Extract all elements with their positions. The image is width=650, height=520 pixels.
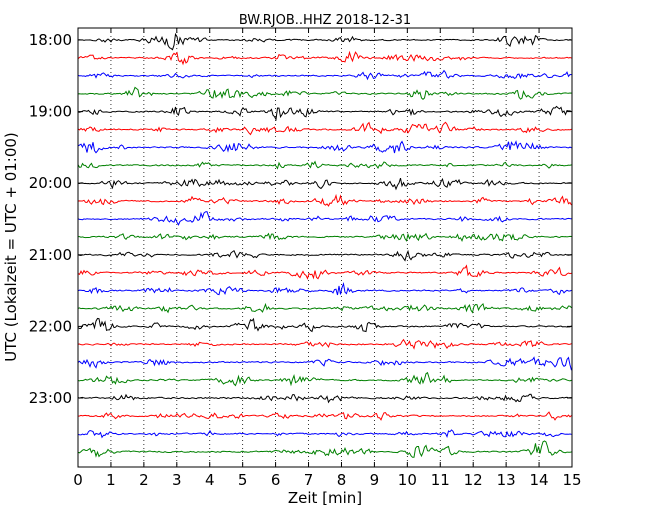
- seismogram-trace-1800: [77, 32, 572, 51]
- seismogram-trace-2015: [77, 193, 572, 207]
- x-tick-label: 8: [337, 471, 347, 489]
- x-tick-label: 5: [238, 471, 248, 489]
- x-tick-label: 4: [205, 471, 215, 489]
- seismogram-trace-2200: [77, 317, 572, 333]
- chart-title: BW.RJOB..HHZ 2018-12-31: [239, 13, 411, 28]
- seismogram-trace-1830: [77, 69, 572, 81]
- seismogram-trace-1915: [77, 121, 572, 136]
- y-ticks: 18:00 19:00 20:00 21:00 22:00 23:00: [29, 31, 572, 407]
- seismogram-trace-1900: [77, 105, 572, 122]
- seismogram-trace-2115: [77, 264, 572, 280]
- x-tick-label: 2: [139, 471, 149, 489]
- seismogram-trace-1815: [77, 50, 572, 66]
- seismogram-trace-2130: [77, 281, 572, 296]
- seismogram-trace-2245: [77, 371, 572, 387]
- traces: [77, 32, 572, 458]
- seismogram-trace-2000: [77, 177, 572, 191]
- x-tick-label: 6: [271, 471, 281, 489]
- x-tick-label: 12: [464, 471, 483, 489]
- x-tick-label: 14: [530, 471, 549, 489]
- x-tick-label: 15: [562, 471, 581, 489]
- x-tick-label: 7: [304, 471, 314, 489]
- y-tick-label: 18:00: [29, 31, 72, 49]
- x-tick-label: 11: [431, 471, 450, 489]
- seismogram-trace-2030: [77, 211, 572, 226]
- y-tick-label: 22:00: [29, 317, 72, 335]
- seismogram-trace-2315: [77, 411, 572, 421]
- y-tick-label: 19:00: [29, 103, 72, 121]
- seismogram-trace-2215: [77, 338, 572, 350]
- x-tick-label: 10: [398, 471, 417, 489]
- seismogram-trace-1945: [77, 160, 572, 170]
- seismogram-trace-2330: [77, 429, 572, 439]
- seismogram-trace-2145: [77, 302, 572, 314]
- seismogram-trace-2045: [77, 232, 572, 243]
- seismogram-trace-2300: [77, 393, 572, 404]
- y-tick-label: 20:00: [29, 174, 72, 192]
- seismogram-trace-1930: [77, 140, 572, 154]
- y-axis-label: UTC (Lokalzeit = UTC + 01:00): [2, 132, 20, 362]
- x-axis-label: Zeit [min]: [288, 489, 362, 507]
- seismogram-trace-2345: [77, 440, 572, 458]
- x-tick-label: 3: [172, 471, 182, 489]
- plot-frame: [77, 27, 573, 468]
- x-tick-label: 1: [106, 471, 116, 489]
- seismogram-trace-2230: [77, 356, 572, 371]
- y-tick-label: 23:00: [29, 389, 72, 407]
- seismogram-trace-2100: [77, 249, 572, 262]
- x-tick-label: 0: [73, 471, 83, 489]
- x-ticks: 0 1 2 3 4 5 6 7 8 9 10 11 12 13 14 15: [73, 28, 582, 489]
- y-tick-label: 21:00: [29, 246, 72, 264]
- seismogram-trace-1845: [77, 86, 572, 100]
- x-tick-label: 13: [497, 471, 516, 489]
- x-tick-label: 9: [370, 471, 380, 489]
